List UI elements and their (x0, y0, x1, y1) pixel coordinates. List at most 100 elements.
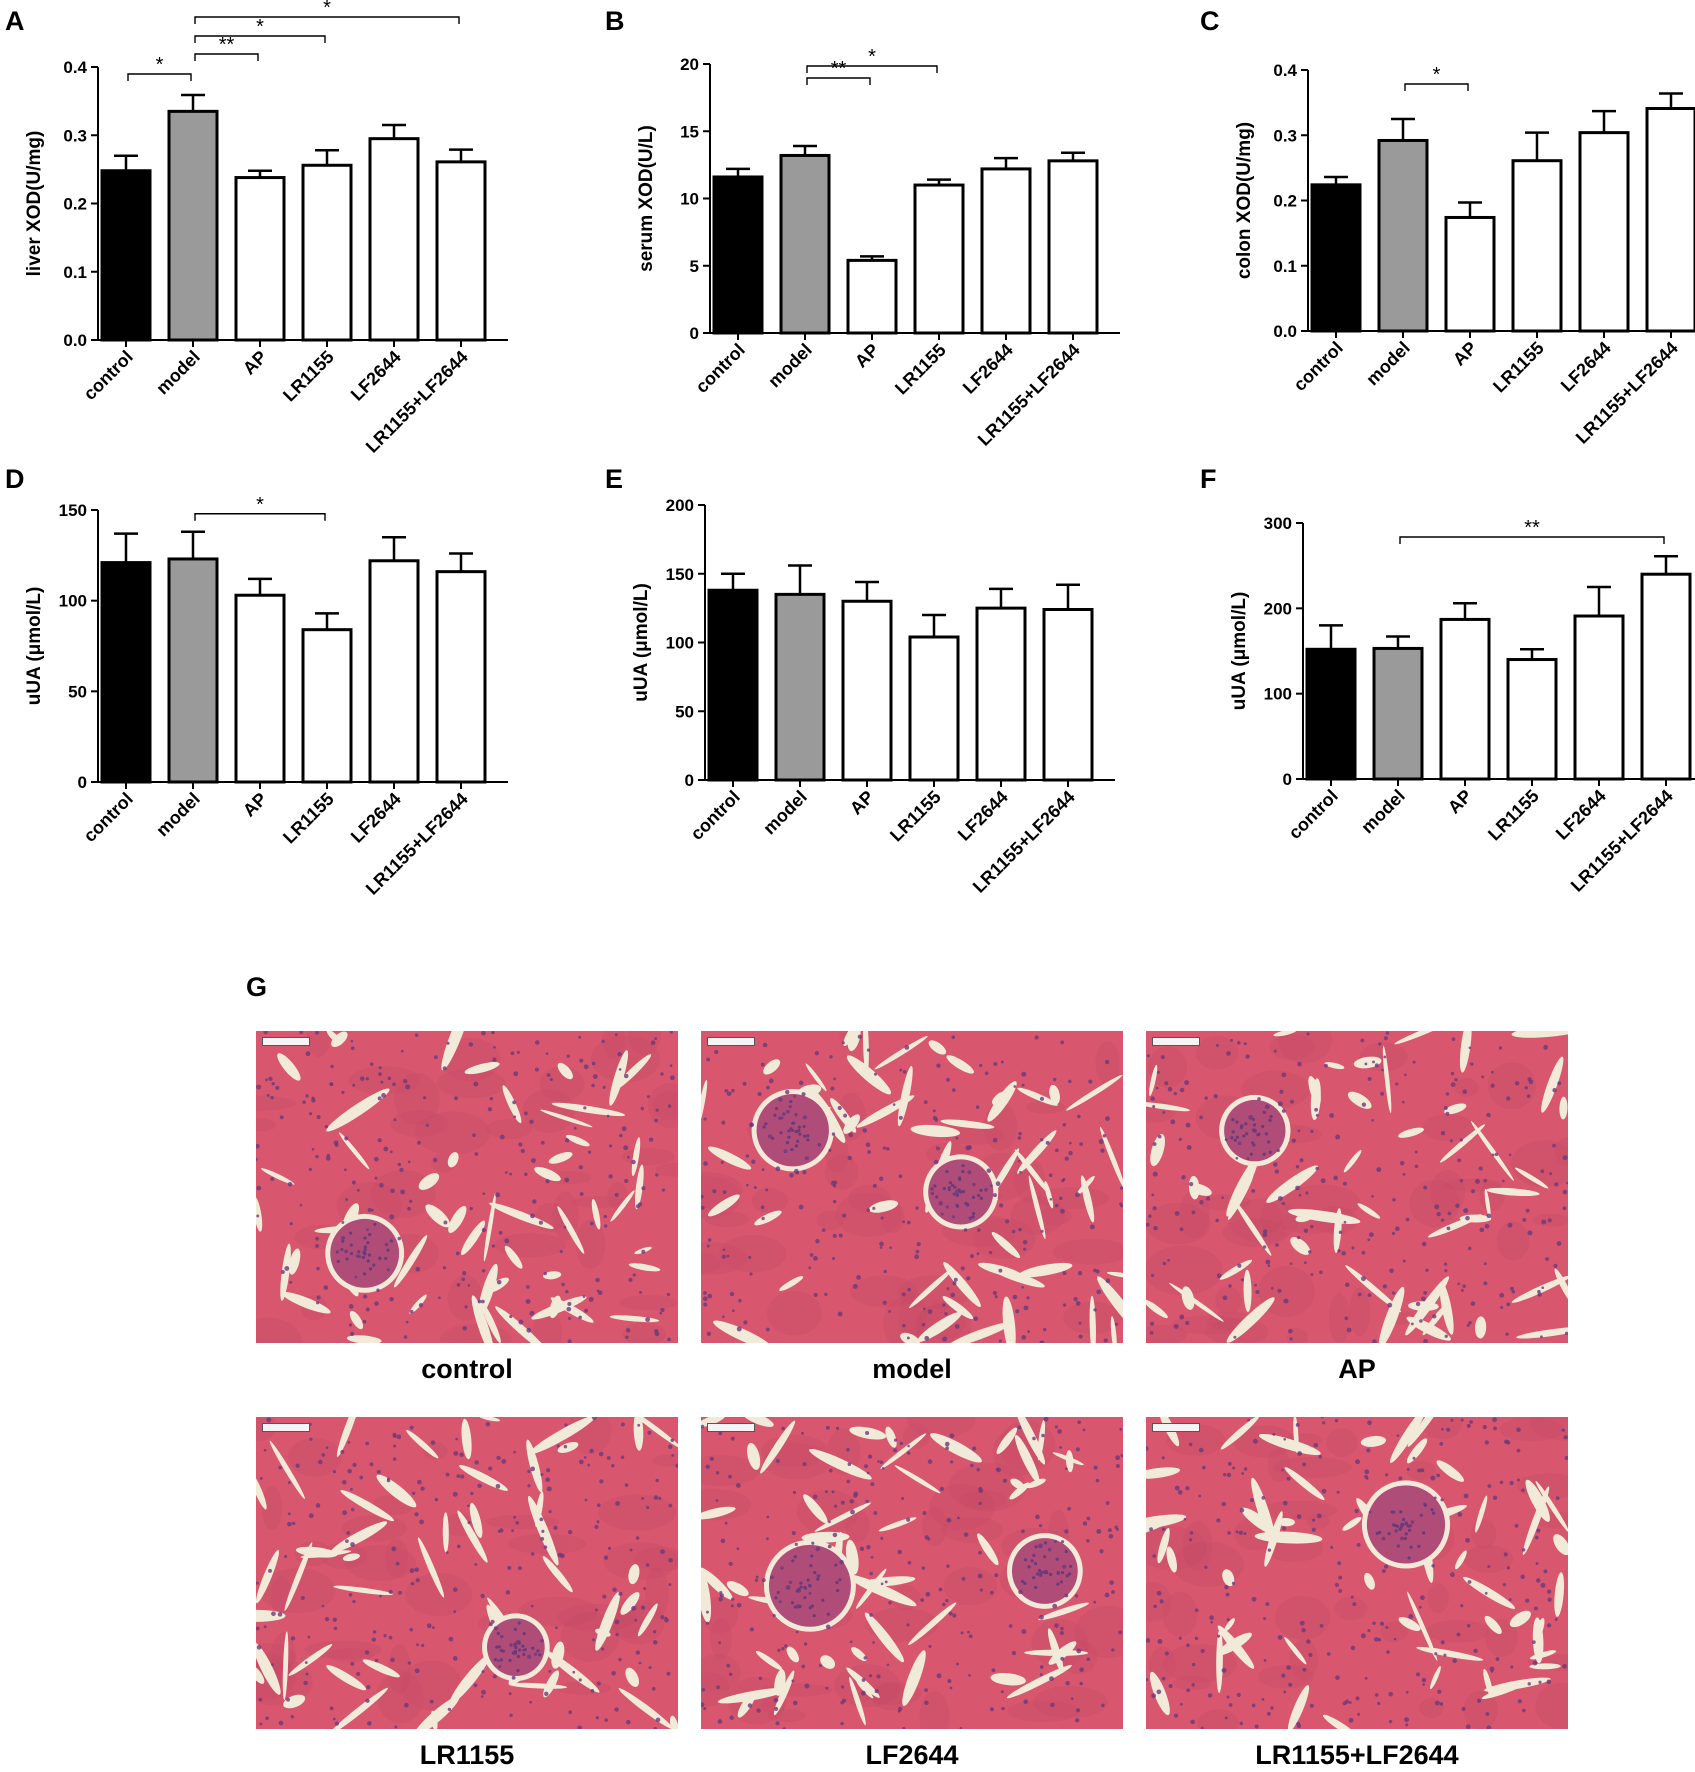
tubule-lumen (256, 1196, 263, 1232)
tubule-lumen (803, 1494, 828, 1524)
tubule-lumen (1077, 1175, 1095, 1195)
tissue-shading (1259, 1201, 1282, 1234)
cell-nucleus (1104, 1592, 1110, 1598)
cell-nucleus (1152, 1142, 1157, 1146)
cell-nucleus (946, 1287, 950, 1291)
cell-nucleus (623, 1145, 629, 1151)
category-label: LR1155 (1489, 338, 1548, 397)
cell-nucleus (825, 1624, 831, 1630)
cell-nucleus (897, 1709, 901, 1713)
cell-nucleus (583, 1106, 587, 1110)
cell-nucleus (1239, 1508, 1245, 1513)
cell-nucleus (454, 1096, 459, 1101)
cell-nucleus (1100, 1148, 1105, 1153)
cell-nucleus (1522, 1708, 1526, 1713)
cell-nucleus (567, 1529, 573, 1535)
cell-nucleus (1152, 1206, 1157, 1211)
glomerular-nucleus (1387, 1532, 1391, 1536)
category-label: AP (1444, 786, 1476, 818)
cell-nucleus (524, 1172, 528, 1177)
glomerular-nucleus (787, 1129, 791, 1133)
tubule-lumen (256, 1642, 281, 1695)
cell-nucleus (1445, 1092, 1450, 1096)
tubule-lumen (417, 1537, 445, 1598)
cell-nucleus (1421, 1241, 1427, 1247)
cell-nucleus (867, 1150, 872, 1154)
cell-nucleus (621, 1126, 627, 1132)
tubule-lumen (349, 1310, 364, 1330)
bar-lr1155 (301, 628, 353, 784)
cell-nucleus (369, 1062, 374, 1066)
cell-nucleus (670, 1438, 675, 1443)
cell-nucleus (1277, 1288, 1282, 1293)
tubule-lumen (1287, 1685, 1310, 1729)
cell-nucleus (1200, 1648, 1205, 1654)
cell-nucleus (417, 1479, 422, 1485)
cell-nucleus (1060, 1040, 1065, 1045)
glomerular-nucleus (764, 1122, 768, 1126)
cell-nucleus (566, 1054, 570, 1058)
cell-nucleus (846, 1447, 850, 1452)
cell-nucleus (1019, 1170, 1022, 1174)
tubule-lumen (1066, 1074, 1123, 1111)
tissue-shading (701, 1455, 760, 1487)
cell-nucleus (1223, 1473, 1227, 1477)
glomerular-nucleus (1067, 1572, 1072, 1576)
cell-nucleus (553, 1525, 558, 1530)
cell-nucleus (1342, 1181, 1347, 1186)
cell-nucleus (268, 1076, 273, 1081)
cell-nucleus (366, 1685, 371, 1690)
cell-nucleus (1540, 1335, 1543, 1339)
tissue-shading (1277, 1031, 1332, 1064)
cell-nucleus (512, 1100, 517, 1105)
y-axis-label: serum XOD(U/L) (636, 125, 657, 272)
tubule-lumen (634, 1164, 644, 1210)
cell-nucleus (1329, 1113, 1335, 1118)
cell-nucleus (902, 1220, 906, 1224)
cell-nucleus (751, 1159, 756, 1164)
tissue-shading (1269, 1033, 1315, 1061)
cell-nucleus (1326, 1652, 1331, 1656)
cell-nucleus (510, 1051, 515, 1056)
tubule-lumen (1553, 1534, 1568, 1556)
cell-nucleus (1540, 1169, 1545, 1174)
cell-nucleus (287, 1181, 293, 1187)
cell-nucleus (833, 1180, 838, 1185)
cell-nucleus (992, 1290, 997, 1296)
cell-nucleus (967, 1145, 972, 1150)
bar-lr1155-lf2644 (1042, 608, 1094, 782)
cell-nucleus (1267, 1264, 1271, 1268)
cell-nucleus (1404, 1073, 1407, 1077)
tubule-lumen (625, 1667, 639, 1687)
cell-nucleus (1295, 1423, 1300, 1427)
cell-nucleus (321, 1453, 326, 1457)
cell-nucleus (865, 1430, 870, 1435)
cell-nucleus (1062, 1271, 1067, 1276)
cell-nucleus (1418, 1605, 1422, 1609)
cell-nucleus (315, 1154, 319, 1159)
tubule-lumen (897, 1065, 913, 1127)
glomerular-nucleus (930, 1187, 934, 1191)
cell-nucleus (632, 1273, 636, 1277)
cell-nucleus (1385, 1031, 1390, 1035)
cell-nucleus (938, 1200, 943, 1206)
cell-nucleus (1547, 1218, 1552, 1223)
cell-nucleus (1471, 1189, 1475, 1194)
cell-nucleus (1541, 1286, 1545, 1290)
cell-nucleus (882, 1300, 887, 1305)
cell-nucleus (902, 1070, 907, 1074)
category-label: control (692, 340, 749, 397)
cell-nucleus (541, 1529, 545, 1533)
cell-nucleus (1068, 1150, 1073, 1156)
tubule-lumen (441, 1031, 471, 1071)
histology-image-ap (1146, 1031, 1568, 1343)
cell-nucleus (596, 1520, 600, 1524)
tubule-lumen (830, 1098, 857, 1133)
glomerular-nucleus (1395, 1524, 1399, 1528)
cell-nucleus (316, 1266, 320, 1271)
cell-nucleus (801, 1664, 806, 1669)
cell-nucleus (311, 1148, 315, 1151)
tubule-lumen (1287, 1208, 1361, 1224)
cell-nucleus (477, 1299, 482, 1304)
cell-nucleus (374, 1156, 379, 1162)
